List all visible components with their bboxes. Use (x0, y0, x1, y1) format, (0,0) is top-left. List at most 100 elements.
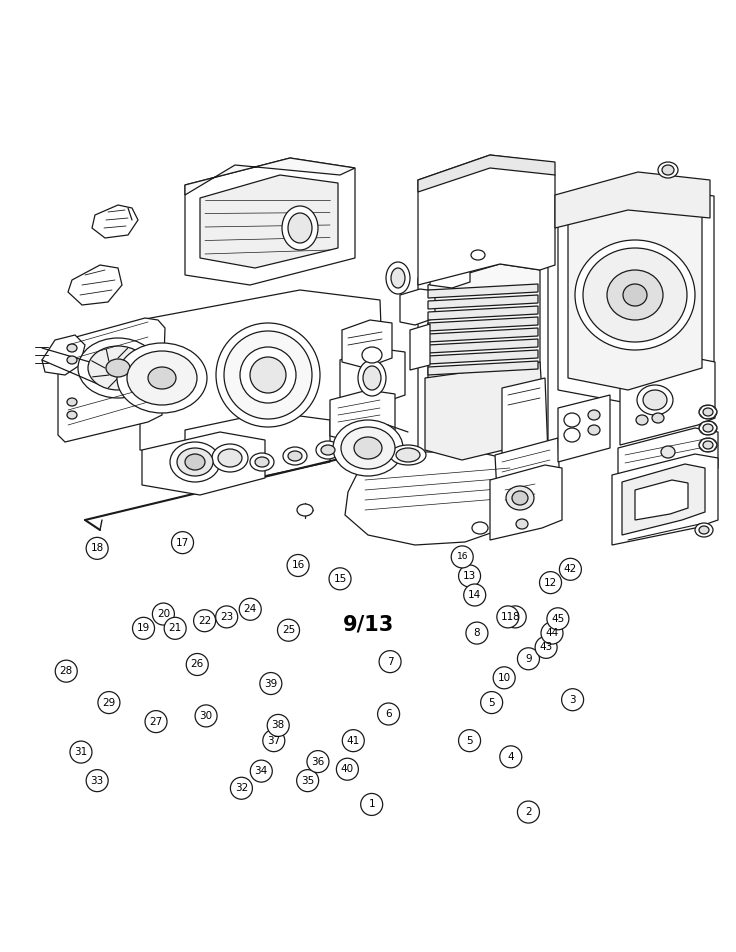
Text: 28: 28 (60, 666, 73, 676)
Circle shape (98, 691, 120, 714)
Text: 14: 14 (468, 590, 481, 600)
Text: 5: 5 (466, 736, 473, 745)
Polygon shape (428, 339, 538, 353)
Circle shape (493, 666, 515, 689)
Text: 3: 3 (569, 695, 576, 704)
Ellipse shape (396, 448, 420, 462)
Ellipse shape (218, 449, 242, 467)
Polygon shape (502, 378, 548, 465)
Circle shape (260, 672, 282, 695)
Ellipse shape (283, 447, 307, 465)
Polygon shape (428, 317, 538, 331)
Circle shape (459, 729, 481, 752)
Text: 37: 37 (267, 736, 280, 745)
Polygon shape (68, 265, 122, 305)
Circle shape (230, 777, 252, 800)
Circle shape (267, 714, 289, 737)
Circle shape (361, 793, 383, 816)
Ellipse shape (127, 351, 197, 405)
Ellipse shape (240, 347, 296, 403)
Ellipse shape (703, 424, 713, 432)
Polygon shape (418, 155, 555, 285)
Ellipse shape (185, 454, 205, 470)
Circle shape (186, 653, 208, 676)
Ellipse shape (386, 262, 410, 294)
Text: 15: 15 (333, 574, 347, 584)
Circle shape (277, 619, 300, 642)
Polygon shape (425, 362, 545, 460)
Circle shape (132, 617, 155, 640)
Polygon shape (490, 465, 562, 540)
Polygon shape (495, 438, 560, 512)
Ellipse shape (170, 442, 220, 482)
Polygon shape (185, 412, 330, 480)
Text: 33: 33 (91, 776, 104, 785)
Ellipse shape (564, 428, 580, 442)
Ellipse shape (564, 413, 580, 427)
Circle shape (517, 801, 539, 823)
Ellipse shape (67, 411, 77, 419)
Text: 8: 8 (512, 612, 519, 622)
Circle shape (517, 647, 539, 670)
Ellipse shape (88, 346, 148, 390)
Circle shape (342, 729, 364, 752)
Polygon shape (142, 432, 265, 495)
Text: 21: 21 (169, 624, 182, 633)
Ellipse shape (316, 441, 340, 459)
Polygon shape (340, 348, 405, 408)
Text: 10: 10 (498, 673, 511, 683)
Ellipse shape (288, 213, 312, 243)
Ellipse shape (699, 405, 717, 419)
Circle shape (70, 741, 92, 764)
Polygon shape (428, 295, 538, 309)
Circle shape (459, 565, 481, 587)
Ellipse shape (224, 331, 312, 419)
Ellipse shape (67, 344, 77, 352)
Text: 42: 42 (564, 565, 577, 574)
Polygon shape (428, 328, 538, 342)
Text: 38: 38 (272, 721, 285, 730)
Text: 2: 2 (525, 807, 532, 817)
Ellipse shape (282, 206, 318, 250)
Polygon shape (58, 318, 165, 442)
Polygon shape (200, 175, 338, 268)
Polygon shape (618, 428, 718, 492)
Circle shape (500, 745, 522, 768)
Circle shape (195, 704, 217, 727)
Ellipse shape (177, 448, 213, 476)
Text: 20: 20 (157, 609, 170, 619)
Polygon shape (428, 264, 540, 390)
Ellipse shape (67, 398, 77, 406)
Circle shape (504, 605, 526, 628)
Text: 7: 7 (386, 657, 394, 666)
Polygon shape (185, 158, 355, 195)
Ellipse shape (297, 504, 313, 516)
Ellipse shape (703, 408, 713, 416)
Ellipse shape (637, 385, 673, 415)
Polygon shape (620, 358, 715, 445)
Ellipse shape (78, 338, 158, 398)
Text: 34: 34 (255, 766, 268, 776)
Circle shape (55, 660, 77, 683)
Ellipse shape (583, 248, 687, 342)
Text: 32: 32 (235, 783, 248, 793)
Text: 30: 30 (199, 711, 213, 721)
Polygon shape (430, 260, 470, 288)
Text: 9/13: 9/13 (342, 615, 394, 635)
Ellipse shape (699, 421, 717, 435)
Polygon shape (635, 480, 688, 520)
Text: 12: 12 (544, 578, 557, 587)
Ellipse shape (695, 523, 713, 537)
Text: 44: 44 (545, 628, 559, 638)
Ellipse shape (607, 270, 663, 320)
Ellipse shape (699, 438, 717, 452)
Polygon shape (558, 188, 714, 402)
Text: 36: 36 (311, 757, 325, 766)
Text: 22: 22 (198, 616, 211, 625)
Circle shape (86, 769, 108, 792)
Text: 4: 4 (507, 752, 514, 762)
Polygon shape (42, 335, 85, 375)
Circle shape (287, 554, 309, 577)
Ellipse shape (652, 413, 664, 423)
Circle shape (336, 758, 358, 781)
